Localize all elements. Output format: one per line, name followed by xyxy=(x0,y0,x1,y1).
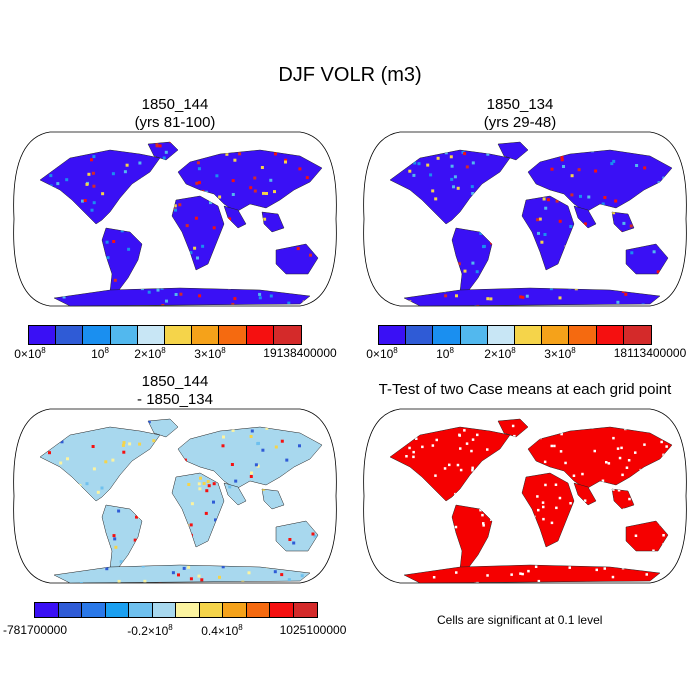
cb2-label-4: 18113400000 xyxy=(613,346,687,360)
panel2-title-line2: (yrs 29-48) xyxy=(483,114,557,131)
continent-shape xyxy=(53,287,311,307)
continent-shape xyxy=(147,141,179,161)
cb3-label-0: -781700000 xyxy=(2,623,68,637)
continent-shape xyxy=(521,472,575,548)
cb1-label-1: 108 xyxy=(91,346,109,361)
colorbar-swatch xyxy=(246,603,270,617)
continent-shape xyxy=(497,141,529,161)
cb1-label-2: 2×108 xyxy=(134,346,166,361)
cb2-label-0: 0×108 xyxy=(366,346,398,361)
colorbar-swatch xyxy=(83,326,111,344)
continents-panel-3 xyxy=(39,418,323,584)
continent-shape xyxy=(275,243,319,275)
continent-shape xyxy=(527,426,673,490)
panel3-title-line1: 1850_144 xyxy=(141,373,209,390)
panel1-title-line2: (yrs 81-100) xyxy=(134,114,216,131)
figure-title: DJF VOLR (m3) xyxy=(278,64,422,86)
colorbar-swatch xyxy=(246,326,274,344)
continent-shape xyxy=(261,211,285,233)
panel4-title: T-Test of two Case means at each grid po… xyxy=(355,381,695,399)
panel2-title: 1850_134 (yrs 29-48) xyxy=(430,96,610,132)
cb1-label-0: 0×108 xyxy=(14,346,46,361)
colorbar-swatch xyxy=(433,326,461,344)
significance-note: Cells are significant at 0.1 level xyxy=(437,613,603,627)
colorbar-swatch xyxy=(56,326,84,344)
continent-shape xyxy=(177,426,323,490)
continent-shape xyxy=(223,482,247,506)
colorbar-swatch xyxy=(199,603,223,617)
continent-shape xyxy=(573,482,597,506)
continent-shape xyxy=(171,472,225,548)
colorbar-swatch xyxy=(152,603,176,617)
continent-shape xyxy=(39,149,161,225)
continent-shape xyxy=(39,426,161,502)
cb2-label-1: 108 xyxy=(436,346,454,361)
map-panel-3 xyxy=(13,408,337,584)
colorbar-swatch xyxy=(29,326,57,344)
map-panel-4 xyxy=(363,408,687,584)
cb2-label-2: 2×108 xyxy=(484,346,516,361)
colorbar-swatch xyxy=(596,326,624,344)
continent-shape xyxy=(147,418,179,438)
colorbar-swatch xyxy=(58,603,82,617)
colorbar-swatch xyxy=(82,603,106,617)
colorbar-swatch xyxy=(105,603,129,617)
panel1-title-line1: 1850_144 xyxy=(141,96,209,113)
colorbar-panel-2 xyxy=(378,325,652,345)
cb2-label-3: 3×108 xyxy=(544,346,576,361)
colorbar-swatch xyxy=(273,326,301,344)
continents-panel-1 xyxy=(39,141,323,307)
cb3-label-3: 1025100000 xyxy=(279,623,347,637)
colorbar-swatch xyxy=(192,326,220,344)
map-panel-1 xyxy=(13,131,337,307)
map-panel-2 xyxy=(363,131,687,307)
colorbar-swatch xyxy=(137,326,165,344)
continent-shape xyxy=(521,195,575,271)
colorbar-swatch xyxy=(623,326,651,344)
colorbar-swatch xyxy=(542,326,570,344)
colorbar-swatch xyxy=(176,603,200,617)
continents-panel-4 xyxy=(389,418,673,584)
continent-shape xyxy=(261,488,285,510)
colorbar-swatch xyxy=(569,326,597,344)
continent-shape xyxy=(573,205,597,229)
colorbar-swatch xyxy=(164,326,193,344)
colorbar-swatch xyxy=(270,603,294,617)
continent-shape xyxy=(275,520,319,552)
continent-shape xyxy=(497,418,529,438)
colorbar-swatch xyxy=(219,326,247,344)
colorbar-swatch xyxy=(223,603,247,617)
colorbar-panel-1 xyxy=(28,325,302,345)
colorbar-panel-3 xyxy=(34,602,318,618)
cb1-label-4: 19138400000 xyxy=(263,346,337,360)
panel3-title-line2: - 1850_134 xyxy=(137,391,213,408)
continent-shape xyxy=(223,205,247,229)
colorbar-swatch xyxy=(514,326,543,344)
colorbar-swatch xyxy=(487,326,515,344)
colorbar-swatch xyxy=(293,603,317,617)
panel4-title-line1: T-Test of two Case means at each grid po… xyxy=(378,381,672,398)
panel3-title: 1850_144 - 1850_134 xyxy=(85,373,265,409)
continent-shape xyxy=(403,287,661,307)
continent-shape xyxy=(53,564,311,584)
continent-shape xyxy=(611,488,635,510)
colorbar-swatch xyxy=(406,326,434,344)
panel1-title: 1850_144 (yrs 81-100) xyxy=(85,96,265,132)
panel2-title-line1: 1850_134 xyxy=(486,96,554,113)
colorbar-swatch xyxy=(35,603,59,617)
colorbar-swatch xyxy=(460,326,488,344)
continent-shape xyxy=(177,149,323,213)
cb3-label-2: 0.4×108 xyxy=(201,623,243,638)
colorbar-swatch xyxy=(110,326,138,344)
continent-shape xyxy=(625,243,669,275)
continent-shape xyxy=(625,520,669,552)
cb3-label-1: -0.2×108 xyxy=(127,623,173,638)
continent-shape xyxy=(389,149,511,225)
colorbar-swatch xyxy=(129,603,153,617)
colorbar-swatch xyxy=(379,326,407,344)
cb1-label-3: 3×108 xyxy=(194,346,226,361)
